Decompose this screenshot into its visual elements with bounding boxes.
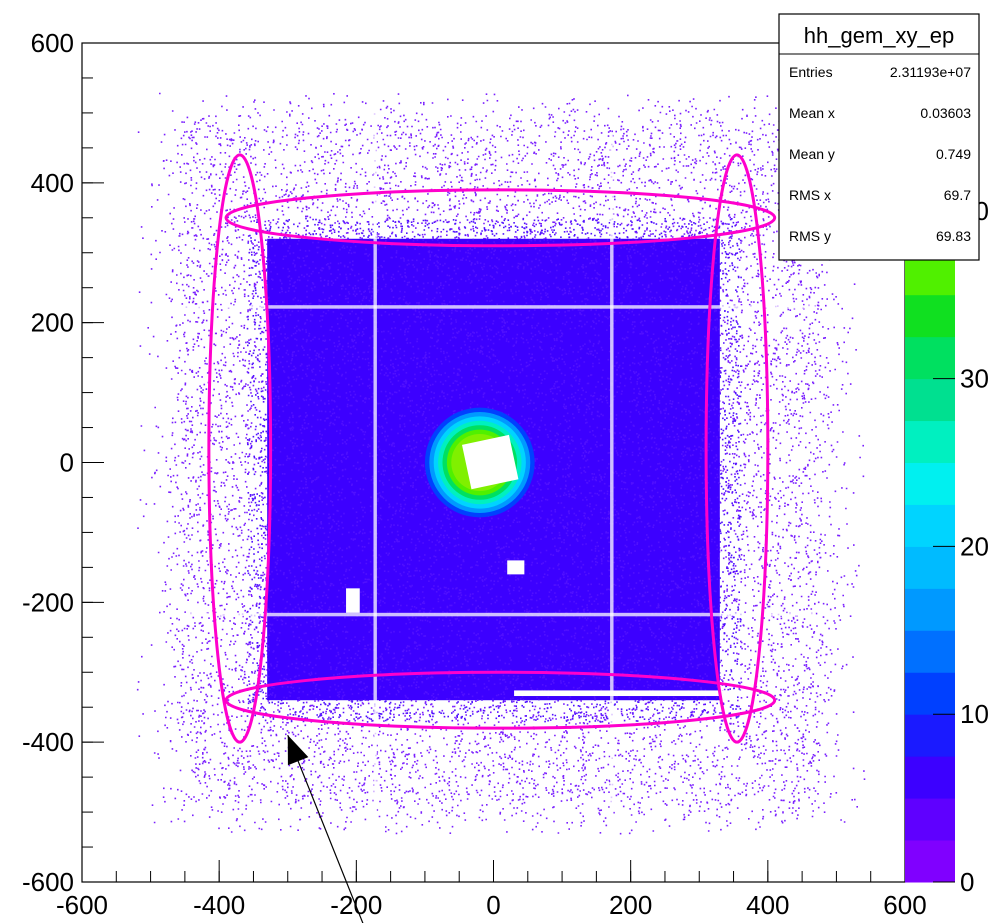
annotation-arrow-head bbox=[287, 735, 309, 766]
empty-region-4 bbox=[514, 690, 755, 697]
stats-row-label: Mean y bbox=[789, 146, 835, 162]
stats-row-value: 0.03603 bbox=[920, 105, 971, 121]
color-scale-cell bbox=[905, 840, 955, 883]
event-scatter bbox=[136, 92, 866, 882]
y-tick-label: -600 bbox=[22, 867, 74, 897]
z-tick-label: 0 bbox=[960, 867, 974, 897]
color-scale-cell bbox=[905, 672, 955, 715]
color-scale-cell bbox=[905, 504, 955, 547]
empty-region-3 bbox=[507, 560, 525, 575]
color-scale-cell bbox=[905, 798, 955, 841]
dead-strip-4 bbox=[184, 612, 816, 617]
dead-strip-3 bbox=[184, 305, 816, 309]
overlay-ellipse-3 bbox=[207, 153, 273, 744]
z-tick-label: 10 bbox=[960, 699, 989, 729]
x-tick-label: -600 bbox=[56, 890, 108, 920]
y-tick-label: -400 bbox=[22, 727, 74, 757]
color-scale-cell bbox=[905, 294, 955, 338]
color-scale-cell bbox=[905, 630, 955, 673]
y-tick-label: 200 bbox=[31, 308, 74, 338]
z-tick-label: 30 bbox=[960, 364, 989, 394]
overlay-ellipse-1 bbox=[224, 188, 777, 248]
z-tick-label: 20 bbox=[960, 531, 989, 561]
color-scale-cell bbox=[905, 420, 955, 463]
x-tick-label: -400 bbox=[193, 890, 245, 920]
overlay-ellipse-4 bbox=[704, 153, 770, 744]
x-tick-label: 200 bbox=[609, 890, 652, 920]
empty-region-2 bbox=[346, 588, 360, 613]
x-tick-label: -200 bbox=[330, 890, 382, 920]
y-tick-label: 400 bbox=[31, 168, 74, 198]
x-tick-label: 0 bbox=[486, 890, 500, 920]
stats-row-label: RMS x bbox=[789, 187, 831, 203]
x-tick-label: 600 bbox=[883, 890, 926, 920]
stats-row-value: 69.83 bbox=[936, 228, 971, 244]
color-scale-cell bbox=[905, 462, 955, 505]
overlay-ellipse-2 bbox=[224, 670, 777, 730]
dead-strip-2 bbox=[610, 133, 614, 869]
y-tick-label: 600 bbox=[31, 28, 74, 58]
stats-row-label: Entries bbox=[789, 64, 833, 80]
color-scale-cell bbox=[905, 546, 955, 589]
y-tick-label: 0 bbox=[60, 448, 74, 478]
stats-box: hh_gem_xy_ep Entries 2.31193e+07 Mean x 0.03… bbox=[778, 13, 980, 261]
empty-region-1 bbox=[462, 434, 519, 490]
stats-row-value: 2.31193e+07 bbox=[890, 64, 971, 80]
stats-row-value: 0.749 bbox=[936, 146, 971, 162]
axes: -600 -400 -200 0 200 400 600 -600 -400 -200 0 200 40… bbox=[22, 28, 927, 920]
dead-strip-1 bbox=[373, 98, 377, 882]
x-tick-label: 400 bbox=[746, 890, 789, 920]
stats-row-label: Mean x bbox=[789, 105, 835, 121]
stats-histogram-name: hh_gem_xy_ep bbox=[804, 23, 954, 48]
stats-box-frame bbox=[778, 13, 980, 261]
stats-row-label: RMS y bbox=[789, 228, 831, 244]
color-scale-cell bbox=[905, 714, 955, 757]
color-scale-cell bbox=[905, 378, 955, 422]
color-scale-cell bbox=[905, 336, 955, 380]
color-scale-cell bbox=[905, 756, 955, 799]
annotation-arrow-shaft bbox=[287, 734, 364, 923]
y-tick-label: -200 bbox=[22, 587, 74, 617]
color-scale-bar: 010203040 bbox=[905, 43, 989, 897]
stats-row-value: 69.7 bbox=[944, 187, 971, 203]
color-scale-cell bbox=[905, 588, 955, 631]
